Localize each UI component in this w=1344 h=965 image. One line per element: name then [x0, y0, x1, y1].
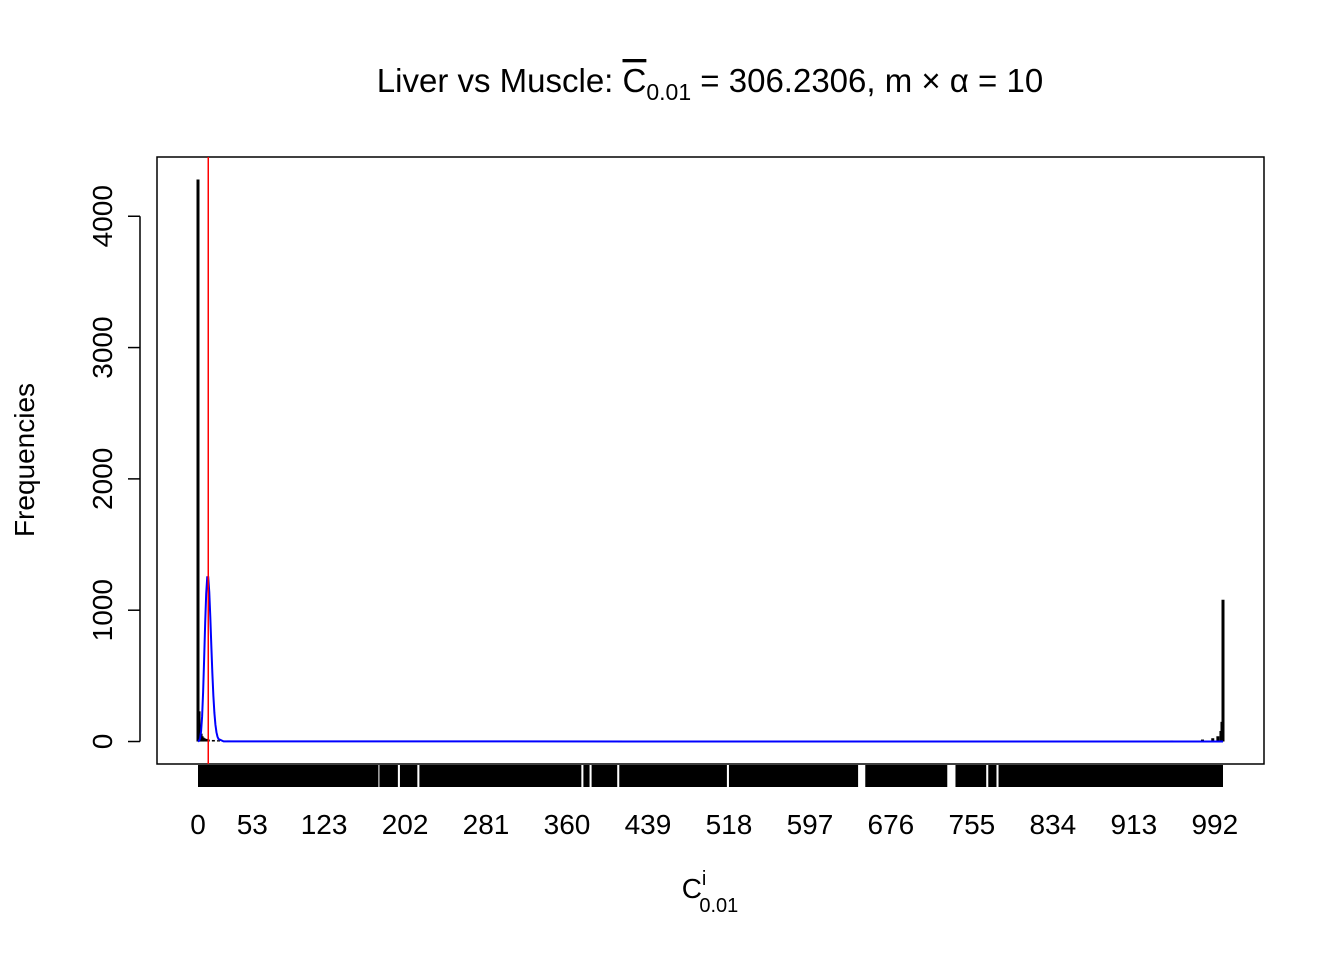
- x-tick-label: 202: [382, 809, 429, 840]
- rug-segment: [583, 765, 590, 787]
- x-tick-label: 123: [301, 809, 348, 840]
- rug-segment: [419, 765, 582, 787]
- y-axis-label: Frequencies: [9, 383, 40, 537]
- x-label-symbol: C: [682, 873, 702, 904]
- rug-segment: [865, 765, 948, 787]
- rug-segment: [619, 765, 727, 787]
- x-tick-label: 676: [868, 809, 915, 840]
- rug-segment: [955, 765, 987, 787]
- x-tick-label: 360: [544, 809, 591, 840]
- x-tick-label: 0: [190, 809, 206, 840]
- x-tick-label: 518: [706, 809, 753, 840]
- x-tick-label: 597: [787, 809, 834, 840]
- y-tick-label: 0: [87, 734, 118, 750]
- rug-segment: [198, 765, 379, 787]
- y-tick-label: 3000: [87, 316, 118, 378]
- y-tick-label: 4000: [87, 185, 118, 247]
- x-tick-label: 913: [1110, 809, 1157, 840]
- title-symbol: C: [623, 62, 647, 99]
- x-label-subscript: 0.01: [699, 895, 738, 917]
- y-tick-label: 2000: [87, 448, 118, 510]
- x-tick-label: 992: [1191, 809, 1238, 840]
- x-tick-label: 281: [463, 809, 510, 840]
- x-tick-label: 755: [949, 809, 996, 840]
- x-tick-label: 53: [237, 809, 268, 840]
- x-axis-label: Ci 0.01: [682, 868, 739, 917]
- y-tick-label: 1000: [87, 579, 118, 641]
- title-prefix: Liver vs Muscle:: [377, 62, 623, 99]
- rug-segment: [988, 765, 997, 787]
- rug-segment: [998, 765, 1223, 787]
- rug-segment: [728, 765, 859, 787]
- title-subscript: 0.01: [646, 79, 691, 105]
- expected-curve: [197, 576, 1224, 743]
- rug-segment: [379, 765, 398, 787]
- rug-segment: [591, 765, 618, 787]
- plot-frame: [156, 156, 1265, 765]
- rug-segment: [399, 765, 418, 787]
- x-tick-label: 439: [625, 809, 672, 840]
- x-label-superscript: i: [702, 868, 706, 890]
- x-tick-label: 834: [1029, 809, 1076, 840]
- title-suffix: = 306.2306, m × α = 10: [691, 62, 1043, 99]
- chart-title: Liver vs Muscle: C0.01 = 306.2306, m × α…: [377, 62, 1043, 105]
